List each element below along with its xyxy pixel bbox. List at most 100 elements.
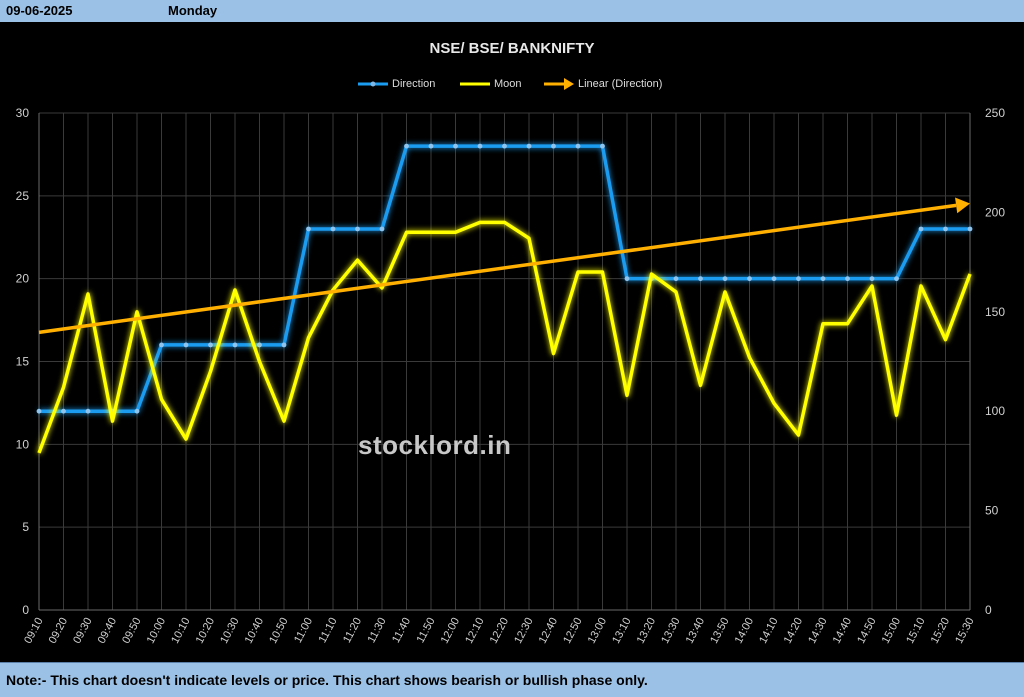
y-left-tick-label: 30 (16, 106, 30, 120)
direction-point (183, 342, 189, 348)
x-tick-label: 13:10 (610, 616, 634, 646)
x-tick-label: 14:00 (733, 616, 757, 646)
chart-legend: Direction Moon Linear (Direction) (0, 76, 1024, 94)
x-tick-label: 15:30 (953, 616, 977, 646)
x-tick-label: 09:40 (96, 616, 120, 646)
x-tick-label: 11:00 (292, 616, 315, 645)
x-tick-label: 11:30 (366, 616, 389, 645)
direction-point (673, 276, 679, 282)
x-tick-label: 10:30 (218, 616, 242, 646)
y-left-tick-label: 20 (16, 272, 30, 286)
direction-point (134, 408, 140, 414)
chart-area: NSE/ BSE/ BANKNIFTY Direction Moon Linea… (0, 22, 1024, 662)
direction-point (869, 276, 875, 282)
direction-point (747, 276, 752, 282)
direction-point (257, 342, 262, 348)
x-tick-label: 10:20 (194, 616, 218, 646)
direction-point (61, 408, 66, 414)
note-bar: Note:- This chart doesn't indicate level… (0, 662, 1024, 697)
direction-point (159, 342, 164, 348)
x-tick-label: 09:10 (22, 616, 46, 646)
day-label: Monday (168, 3, 218, 18)
direction-point (575, 143, 581, 149)
x-tick-label: 12:10 (463, 616, 487, 646)
y-right-tick-label: 200 (985, 205, 1005, 219)
x-tick-label: 11:50 (415, 616, 438, 645)
direction-point (404, 143, 409, 149)
header-bar: 09-06-2025 Monday (0, 0, 1024, 23)
x-tick-label: 09:30 (71, 616, 95, 646)
x-tick-label: 11:40 (390, 616, 413, 645)
watermark: stocklord.in (358, 430, 512, 460)
x-tick-label: 12:00 (439, 616, 463, 646)
x-tick-label: 14:10 (757, 616, 781, 646)
x-tick-label: 12:20 (488, 616, 512, 646)
x-tick-label: 13:40 (684, 616, 708, 646)
x-tick-label: 14:40 (831, 616, 855, 646)
series-layer (36, 143, 973, 454)
direction-point (771, 276, 777, 282)
y-right-tick-label: 150 (985, 305, 1005, 319)
direction-point (281, 342, 287, 348)
x-tick-label: 11:10 (317, 616, 340, 645)
x-tick-label: 14:20 (782, 616, 806, 646)
direction-point (820, 276, 826, 282)
linear-trend-line (38, 203, 957, 335)
legend-moon-label: Moon (494, 78, 522, 90)
x-tick-label: 15:20 (929, 616, 953, 646)
direction-point (894, 276, 899, 282)
y-right-tick-label: 0 (985, 603, 992, 617)
x-tick-label: 12:40 (537, 616, 561, 646)
direction-point (208, 342, 213, 348)
x-tick-label: 13:50 (708, 616, 732, 646)
direction-point (698, 276, 703, 282)
y-left-tick-label: 0 (22, 603, 29, 617)
y-right-tick-label: 50 (985, 504, 999, 518)
direction-point (379, 226, 385, 232)
x-tick-label: 10:00 (145, 616, 169, 646)
direction-point (85, 408, 91, 414)
y-left-tick-label: 25 (16, 189, 30, 203)
x-tick-label: 15:00 (880, 616, 904, 646)
legend-moon-swatch (460, 82, 490, 86)
x-tick-label: 12:50 (561, 616, 585, 646)
direction-point (967, 226, 973, 232)
x-tick-label: 13:00 (586, 616, 610, 646)
direction-point (918, 226, 924, 232)
x-tick-label: 10:10 (169, 616, 193, 646)
x-tick-label: 14:30 (806, 616, 830, 646)
x-tick-label: 10:50 (267, 616, 291, 646)
grid-layer (38, 112, 971, 611)
x-tick-label: 09:50 (120, 616, 144, 646)
direction-point (526, 143, 532, 149)
direction-point (600, 143, 605, 149)
y-left-tick-label: 15 (16, 355, 30, 369)
y-right-tick-label: 250 (985, 106, 1005, 120)
direction-point (502, 143, 507, 149)
legend-linear-swatch (544, 78, 574, 90)
date-label: 09-06-2025 (6, 3, 73, 18)
direction-point (943, 226, 948, 232)
legend-direction-label: Direction (392, 78, 436, 90)
legend-direction-swatch (358, 81, 388, 87)
direction-point (428, 143, 434, 149)
x-tick-label: 09:20 (47, 616, 71, 646)
direction-point (551, 143, 556, 149)
legend-linear-label: Linear (Direction) (578, 78, 663, 90)
chart-title: NSE/ BSE/ BANKNIFTY (429, 40, 595, 57)
linear-trend-arrowhead (955, 197, 970, 214)
y-left-tick-label: 10 (16, 437, 30, 451)
y-left-tick-label: 5 (22, 520, 29, 534)
x-tick-label: 14:50 (855, 616, 879, 646)
direction-point (453, 143, 458, 149)
x-tick-label: 15:10 (904, 616, 928, 646)
direction-point (36, 408, 42, 414)
y-right-tick-label: 100 (985, 404, 1005, 418)
note-text: Note:- This chart doesn't indicate level… (6, 672, 648, 688)
x-tick-label: 13:30 (659, 616, 683, 646)
direction-point (306, 226, 311, 232)
x-tick-label: 11:20 (341, 616, 364, 645)
direction-point (624, 276, 630, 282)
